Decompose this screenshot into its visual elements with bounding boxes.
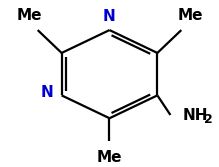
Text: N: N [40, 85, 53, 100]
Text: NH: NH [182, 108, 208, 123]
Text: N: N [103, 9, 116, 24]
Text: 2: 2 [204, 113, 213, 126]
Text: Me: Me [16, 8, 42, 23]
Text: Me: Me [97, 150, 122, 165]
Text: Me: Me [177, 8, 203, 23]
